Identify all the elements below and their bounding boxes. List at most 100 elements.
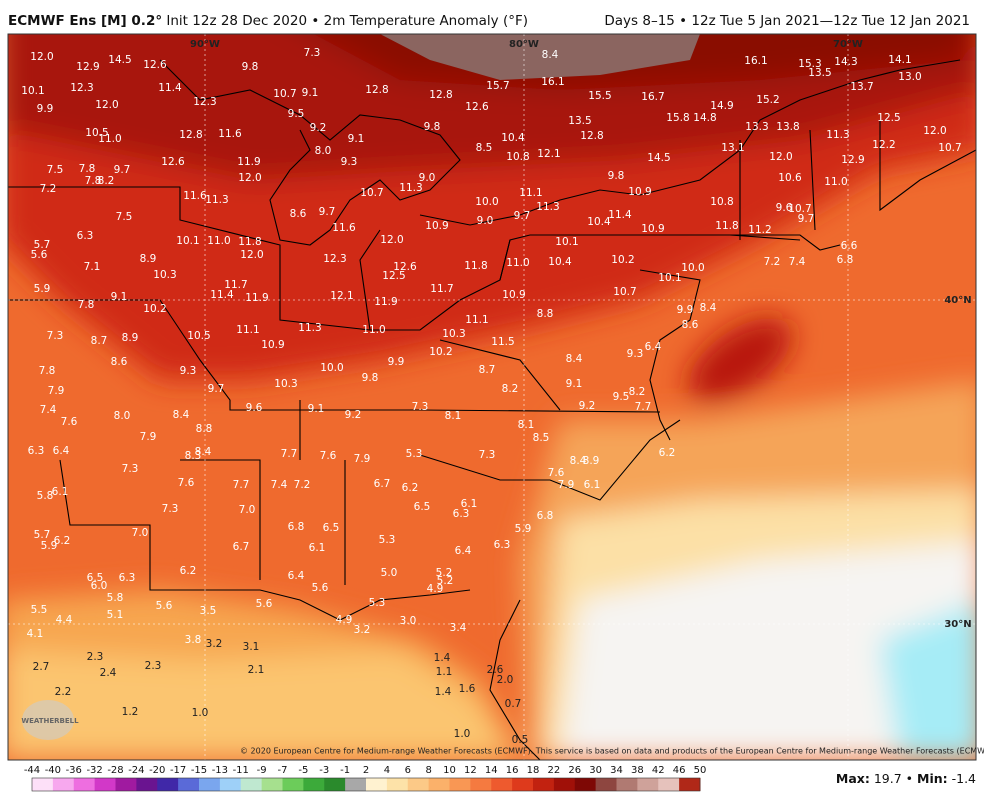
- value-label: 6.4: [288, 570, 305, 582]
- value-label: 4.9: [427, 583, 444, 595]
- value-label: 3.0: [400, 615, 417, 627]
- copyright: © 2020 European Centre for Medium-range …: [240, 747, 984, 756]
- colorbar-swatch: [449, 778, 471, 791]
- value-label: 7.0: [239, 504, 256, 516]
- value-label: 5.7: [34, 529, 51, 541]
- value-label: 12.0: [240, 249, 263, 261]
- value-label: 16.7: [641, 91, 664, 103]
- value-label: 13.8: [776, 121, 799, 133]
- value-label: 6.8: [537, 510, 554, 522]
- value-label: 7.3: [162, 503, 179, 515]
- value-label: 11.1: [465, 314, 488, 326]
- coord-label: 30°N: [944, 619, 971, 630]
- colorbar-tick-label: -24: [128, 765, 144, 776]
- colorbar-tick-label: 8: [425, 765, 431, 776]
- colorbar-swatch: [407, 778, 430, 791]
- colorbar-swatch: [157, 778, 179, 791]
- value-label: 7.7: [281, 448, 298, 460]
- value-label: 9.1: [111, 291, 128, 303]
- colorbar-tick-label: 26: [568, 765, 581, 776]
- value-label: 2.3: [87, 651, 104, 663]
- colorbar-tick-label: 6: [405, 765, 411, 776]
- colorbar-tick-label: -13: [212, 765, 228, 776]
- value-label: 11.6: [183, 190, 207, 202]
- value-label: 3.1: [243, 641, 260, 653]
- value-label: 7.6: [61, 416, 78, 428]
- graticule: [8, 34, 976, 760]
- value-label: 9.1: [566, 378, 583, 390]
- colorbar-swatch: [366, 778, 388, 791]
- value-label: 5.9: [41, 540, 58, 552]
- colorbar-tick-label: 30: [589, 765, 602, 776]
- value-label: 6.4: [455, 545, 472, 557]
- value-label: 10.3: [442, 328, 465, 340]
- value-label: 6.5: [323, 522, 340, 534]
- value-label: 6.2: [54, 535, 71, 547]
- value-label: 6.3: [28, 445, 45, 457]
- colorbar-tick-label: 46: [673, 765, 686, 776]
- value-label: 11.7: [224, 279, 247, 291]
- logo: WEATHERBELL: [21, 700, 79, 740]
- value-label: 6.3: [77, 230, 94, 242]
- value-label: 10.3: [274, 378, 297, 390]
- value-label: 7.0: [132, 527, 149, 539]
- value-label: 10.9: [425, 220, 448, 232]
- value-label: 13.5: [568, 115, 591, 127]
- colorbar-swatch: [219, 778, 242, 791]
- value-label: 1.0: [192, 707, 209, 719]
- colorbar-tick-label: 2: [363, 765, 369, 776]
- value-label: 8.1: [445, 410, 462, 422]
- value-label: 7.4: [789, 256, 806, 268]
- colorbar-swatch: [512, 778, 534, 791]
- value-label: 11.4: [210, 289, 234, 301]
- value-label: 11.3: [826, 129, 849, 141]
- value-label: 10.1: [658, 272, 681, 284]
- value-label: 5.8: [107, 592, 124, 604]
- value-label: 10.4: [501, 132, 525, 144]
- value-label: 12.8: [179, 129, 202, 141]
- value-label: 4.4: [56, 614, 73, 626]
- colorbar-tick-label: -20: [149, 765, 165, 776]
- colorbar-swatch: [491, 778, 513, 791]
- colorbar-swatch: [386, 778, 409, 791]
- value-label: 5.6: [156, 600, 173, 612]
- value-label: 10.7: [360, 187, 383, 199]
- value-label: 9.9: [677, 304, 694, 316]
- value-label: 10.1: [176, 235, 199, 247]
- value-label: 14.8: [693, 112, 716, 124]
- value-label: 9.5: [613, 391, 630, 403]
- value-label: 8.4: [195, 446, 212, 458]
- colorbar-tick-label: -17: [170, 765, 186, 776]
- value-label: 3.5: [200, 605, 217, 617]
- colorbar-swatch: [470, 778, 492, 791]
- value-label: 12.6: [143, 59, 167, 71]
- value-label: 8.4: [700, 302, 717, 314]
- value-label: 4.1: [27, 628, 44, 640]
- value-label: 6.2: [659, 447, 676, 459]
- value-label: 7.2: [764, 256, 781, 268]
- value-label: 7.8: [85, 175, 102, 187]
- value-label: 6.7: [233, 541, 250, 553]
- boundaries: [8, 59, 976, 760]
- value-label: 13.1: [721, 142, 744, 154]
- value-label: 2.3: [145, 660, 162, 672]
- value-label: 8.3: [185, 450, 202, 462]
- value-label: 2.0: [497, 674, 514, 686]
- colorbar-swatch: [73, 778, 96, 791]
- value-label: 7.5: [47, 164, 64, 176]
- colorbar-tick-label: 34: [610, 765, 623, 776]
- value-label: 12.9: [76, 61, 99, 73]
- value-label: 7.3: [412, 401, 429, 413]
- colorbar-tick-label: 16: [506, 765, 519, 776]
- value-label: 5.6: [312, 582, 329, 594]
- value-label: 2.7: [33, 661, 50, 673]
- value-label: 6.3: [453, 508, 470, 520]
- value-label: 11.0: [824, 176, 847, 188]
- colorbar-swatch: [595, 778, 617, 791]
- value-label: 5.9: [34, 283, 51, 295]
- value-label: 10.2: [611, 254, 634, 266]
- coord-label: 90°W: [190, 39, 220, 50]
- value-label: 9.2: [579, 400, 596, 412]
- colorbar-tick-label: -9: [257, 765, 267, 776]
